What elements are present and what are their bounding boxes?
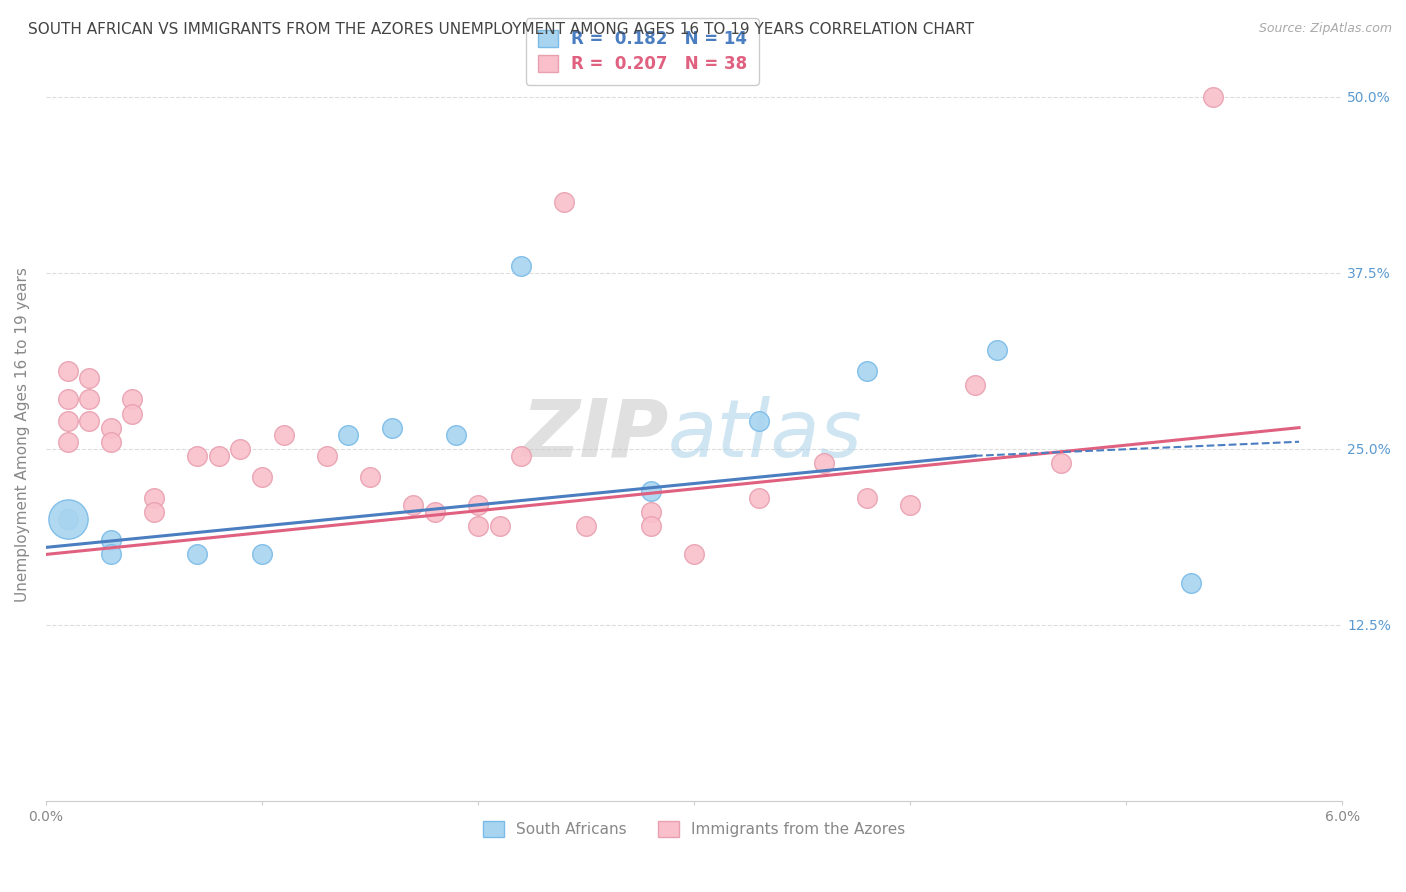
Point (77, 392, 100, 407)
Point (748, 491, 770, 505)
Point (100, 548, 122, 562)
Point (100, 420, 122, 434)
Point (510, 449, 533, 463)
Point (121, 392, 143, 407)
Point (56, 364, 79, 378)
Point (143, 505, 166, 519)
Point (467, 519, 489, 533)
Point (56, 512, 79, 526)
Text: Source: ZipAtlas.com: Source: ZipAtlas.com (1258, 22, 1392, 36)
Point (1180, 575, 1202, 590)
Point (446, 427, 468, 442)
Point (640, 483, 662, 498)
Point (77, 371, 100, 385)
Point (56, 512, 79, 526)
Point (77, 414, 100, 428)
Point (121, 407, 143, 421)
Point (856, 364, 879, 378)
Point (986, 343, 1008, 358)
Point (100, 533, 122, 548)
Text: SOUTH AFRICAN VS IMMIGRANTS FROM THE AZORES UNEMPLOYMENT AMONG AGES 16 TO 19 YEA: SOUTH AFRICAN VS IMMIGRANTS FROM THE AZO… (28, 22, 974, 37)
Point (56, 392, 79, 407)
Point (250, 548, 273, 562)
Text: ZIP: ZIP (520, 396, 668, 474)
Point (100, 434, 122, 449)
Point (1201, 89, 1223, 103)
Point (250, 470, 273, 484)
Point (856, 491, 879, 505)
Point (273, 427, 295, 442)
Point (963, 378, 986, 392)
Point (683, 548, 706, 562)
Text: atlas: atlas (668, 396, 863, 474)
Point (1050, 456, 1073, 470)
Point (143, 491, 166, 505)
Point (402, 498, 425, 512)
Point (748, 414, 770, 428)
Point (640, 519, 662, 533)
Point (467, 498, 489, 512)
Point (186, 449, 208, 463)
Point (423, 505, 446, 519)
Point (898, 498, 921, 512)
Legend: South Africans, Immigrants from the Azores: South Africans, Immigrants from the Azor… (475, 814, 912, 845)
Point (575, 519, 598, 533)
Point (510, 259, 533, 273)
Point (186, 548, 208, 562)
Point (337, 427, 360, 442)
Point (229, 442, 252, 456)
Point (381, 420, 404, 434)
Point (208, 449, 231, 463)
Y-axis label: Unemployment Among Ages 16 to 19 years: Unemployment Among Ages 16 to 19 years (15, 268, 30, 602)
Point (315, 449, 337, 463)
Point (56, 414, 79, 428)
Point (640, 505, 662, 519)
Point (813, 456, 835, 470)
Point (359, 470, 381, 484)
Point (488, 519, 510, 533)
Point (553, 195, 575, 210)
Point (56, 434, 79, 449)
